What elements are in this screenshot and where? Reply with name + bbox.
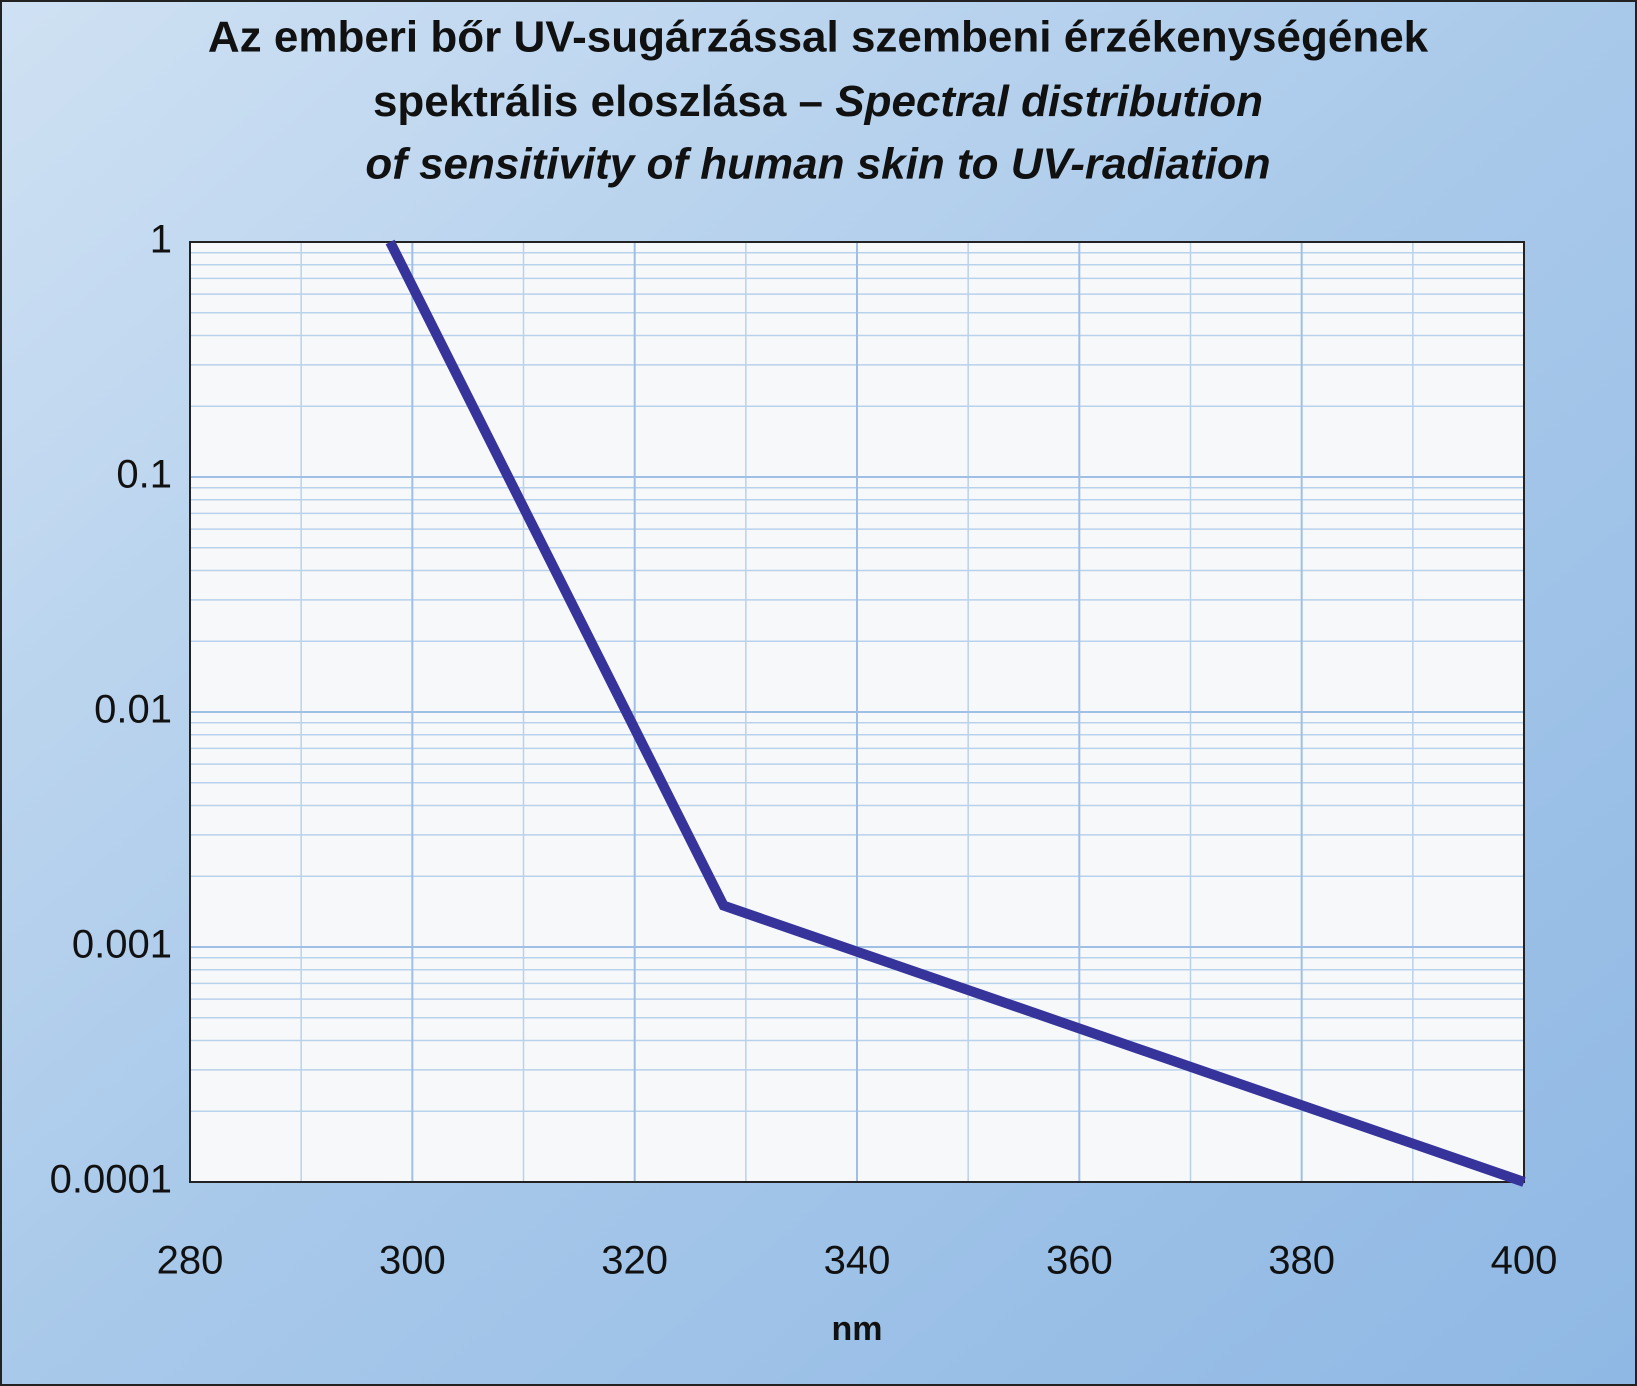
y-tick-label: 0.0001 [50, 1158, 172, 1202]
chart-title-part: spektrális eloszlása – [373, 77, 823, 126]
x-tick-label: 400 [1491, 1239, 1558, 1283]
x-axis-label: nm [832, 1310, 883, 1348]
y-tick-label: 0.1 [116, 453, 172, 497]
chart-title: of sensitivity of human skin to UV-radia… [365, 140, 1270, 189]
chart-title: spektrális eloszlása – Spectral distribu… [373, 77, 1263, 126]
x-tick-label: 300 [379, 1239, 446, 1283]
x-tick-label: 380 [1268, 1239, 1335, 1283]
chart-title-part: Spectral distribution [835, 77, 1263, 126]
plot-frame [189, 241, 1525, 1183]
x-tick-label: 320 [601, 1239, 668, 1283]
chart-title: Az emberi bőr UV-sugárzással szembeni ér… [208, 13, 1429, 62]
x-tick-label: 360 [1046, 1239, 1113, 1283]
data-line [385, 239, 1526, 1187]
y-tick-label: 0.001 [72, 923, 172, 967]
y-tick-label: 1 [150, 218, 172, 262]
x-tick-label: 340 [824, 1239, 891, 1283]
y-tick-label: 0.01 [94, 688, 172, 732]
x-tick-label: 280 [157, 1239, 224, 1283]
